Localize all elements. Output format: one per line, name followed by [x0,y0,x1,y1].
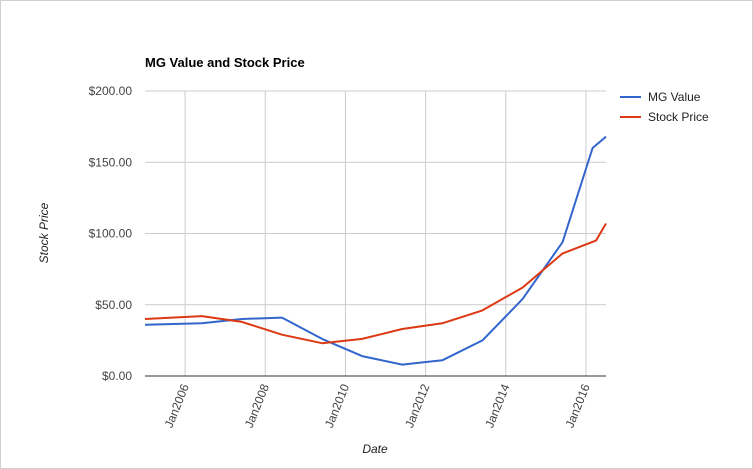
y-tick-label: $0.00 [102,369,132,383]
x-tick-label: Jan2006 [162,382,192,430]
y-tick-label: $200.00 [89,84,133,98]
y-tick-label: $100.00 [89,227,133,241]
x-axis-title: Date [362,442,388,456]
x-tick-label: Jan2008 [242,382,272,430]
y-tick-label: $150.00 [89,155,133,169]
x-tick-label: Jan2014 [482,382,512,430]
legend-label: Stock Price [648,110,709,124]
x-tick-label: Jan2016 [563,382,593,430]
chart-title: MG Value and Stock Price [145,55,305,70]
legend-label: MG Value [648,90,701,104]
y-tick-labels: $0.00 $50.00 $100.00 $150.00 $200.00 [89,84,133,383]
x-tick-label: Jan2010 [322,382,352,430]
grid-lines [145,90,606,376]
series-line-mg-value [144,135,607,366]
series-line-stock-price [144,222,607,345]
y-tick-label: $50.00 [95,298,132,312]
x-tick-labels: Jan2006 Jan2008 Jan2010 Jan2012 Jan2014 Jan20… [162,382,593,430]
y-axis-title: Stock Price [37,202,51,263]
legend: MG Value Stock Price [620,90,709,124]
x-tick-label: Jan2012 [402,382,432,430]
series-lines [144,135,607,366]
